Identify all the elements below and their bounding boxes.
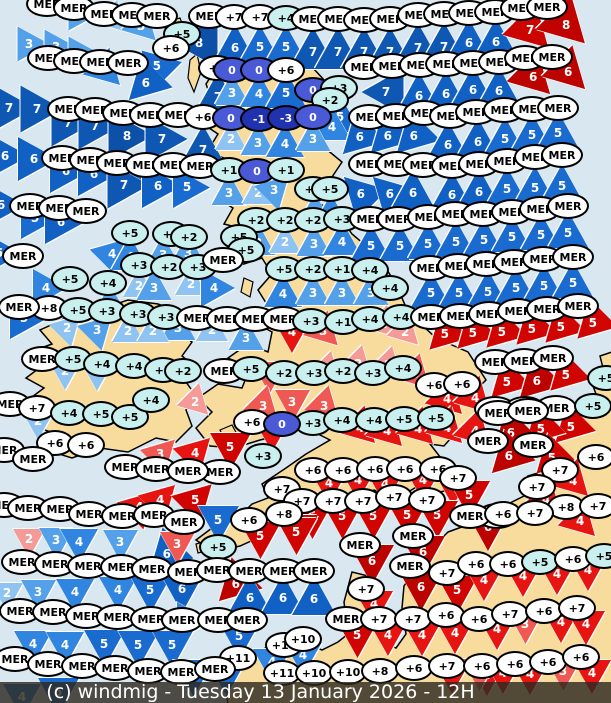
sea-point-label: MER <box>163 509 205 535</box>
temperature-badge: +7 <box>518 474 556 500</box>
temperature-badge: +10 <box>295 660 333 686</box>
temperature-badge: +4 <box>132 387 170 413</box>
sea-point-label: MER <box>557 293 599 319</box>
temperature-badge: +6 <box>529 649 567 675</box>
sea-point-label: MER <box>2 243 44 269</box>
temperature-badge: +3 <box>292 308 330 334</box>
temperature-badge: +7 <box>558 595 596 621</box>
temperature-badge: +6 <box>489 551 527 577</box>
temperature-badge: +7 <box>491 601 529 627</box>
sea-point-label: MER <box>547 193 589 219</box>
temperature-badge: +1 <box>267 157 305 183</box>
temperature-badge: +7 <box>408 487 446 513</box>
temperature-badge: +8 <box>265 501 303 527</box>
temperature-badge: +6 <box>525 598 563 624</box>
temperature-badge: +4 <box>371 275 409 301</box>
temperature-badge: +7 <box>439 465 477 491</box>
sea-point-label: MER <box>65 198 107 224</box>
temperature-badge: +6 <box>496 651 534 677</box>
sea-point-label: MER <box>167 458 209 484</box>
sea-point-label: MER <box>202 247 244 273</box>
sea-point-label: MER <box>12 446 54 472</box>
temperature-badge: +7 <box>360 606 398 632</box>
temperature-badge: +3 <box>244 443 282 469</box>
temperature-badge: +5 <box>111 220 149 246</box>
temperature-badge: +7 <box>394 606 432 632</box>
temperature-badge: +6 <box>152 35 190 61</box>
temperature-badge: +10 <box>284 626 322 652</box>
isle-of-man <box>240 277 254 298</box>
temperature-badge: +7 <box>428 653 466 679</box>
temperature-badge: +6 <box>395 655 433 681</box>
temperature-badge: +6 <box>484 501 522 527</box>
caption-bar: (c) windmig - Tuesday 13 January 2026 - … <box>0 682 611 703</box>
temperature-badge: +6 <box>67 432 105 458</box>
temperature-badge: +6 <box>386 456 424 482</box>
sea-point-label: MER <box>455 99 497 125</box>
sea-point-label: MER <box>226 607 268 633</box>
temperature-badge: +5 <box>111 404 149 430</box>
temperature-badge: 0 <box>263 411 301 437</box>
caption-text: (c) windmig - Tuesday 13 January 2026 - … <box>46 681 475 703</box>
temperature-badge: +5 <box>54 346 92 372</box>
sea-point-label: MER <box>467 428 509 454</box>
sea-point-label: MER <box>0 294 40 320</box>
sea-point-label: MER <box>27 651 69 677</box>
temperature-badge: +4 <box>50 400 88 426</box>
sea-point-label: MER <box>392 523 434 549</box>
temperature-badge: +3 <box>147 304 185 330</box>
temperature-badge: 0 <box>294 104 332 130</box>
sea-point-label: MER <box>389 553 431 579</box>
sea-point-label: MER <box>199 459 241 485</box>
temperature-badge: +7 <box>579 493 611 519</box>
temperature-badge: +2 <box>170 224 208 250</box>
sea-point-label: MER <box>531 44 573 70</box>
temperature-badge: +6 <box>562 644 600 670</box>
temperature-badge: +6 <box>457 551 495 577</box>
temperature-badge: +5 <box>232 356 270 382</box>
sea-point-label: MER <box>507 398 549 424</box>
temperature-badge: +5 <box>521 549 559 575</box>
temperature-badge: +5 <box>585 543 611 569</box>
wind-arrow-red: 2 <box>182 390 214 419</box>
temperature-badge: +5 <box>385 406 423 432</box>
temperature-badge: +6 <box>230 507 268 533</box>
sea-point-label: MER <box>107 50 149 76</box>
temperature-badge: +4 <box>89 270 127 296</box>
sea-point-label: MER <box>532 345 574 371</box>
temperature-badge: +4 <box>384 355 422 381</box>
temperature-badge: +6 <box>427 602 465 628</box>
temperature-badge: +6 <box>463 653 501 679</box>
temperature-badge: +7 <box>347 576 385 602</box>
sea-point-label: MER <box>512 432 554 458</box>
temperature-badge: +5 <box>417 405 455 431</box>
sea-point-label: MER <box>194 656 236 682</box>
sea-point-label: MER <box>136 3 178 29</box>
temperature-badge: +5 <box>199 534 237 560</box>
temperature-badge: +7 <box>516 500 554 526</box>
temperature-badge: +6 <box>324 457 362 483</box>
temperature-badge: +5 <box>587 365 611 391</box>
sea-point-label: MER <box>179 153 221 179</box>
sea-point-label: MER <box>526 0 568 20</box>
temperature-badge: +2 <box>164 358 202 384</box>
temperature-badge: +6 <box>577 444 611 470</box>
temperature-badge: +6 <box>443 371 481 397</box>
sea-point-label: MER <box>96 604 138 630</box>
sea-point-label: MER <box>34 551 76 577</box>
temperature-badge: +6 <box>267 57 305 83</box>
temperature-badge: +4 <box>323 407 361 433</box>
sea-point-label: MER <box>339 532 381 558</box>
sea-point-label: MER <box>537 95 579 121</box>
temperature-badge: +1 <box>324 309 362 335</box>
sea-point-label: MER <box>293 558 335 584</box>
temperature-badge: +5 <box>51 266 89 292</box>
sea-point-label: MER <box>552 244 594 270</box>
temperature-badge: +5 <box>311 176 349 202</box>
temperature-badge: +7 <box>18 395 56 421</box>
temperature-badge: +5 <box>574 393 611 419</box>
sea-point-label: MER <box>541 142 583 168</box>
